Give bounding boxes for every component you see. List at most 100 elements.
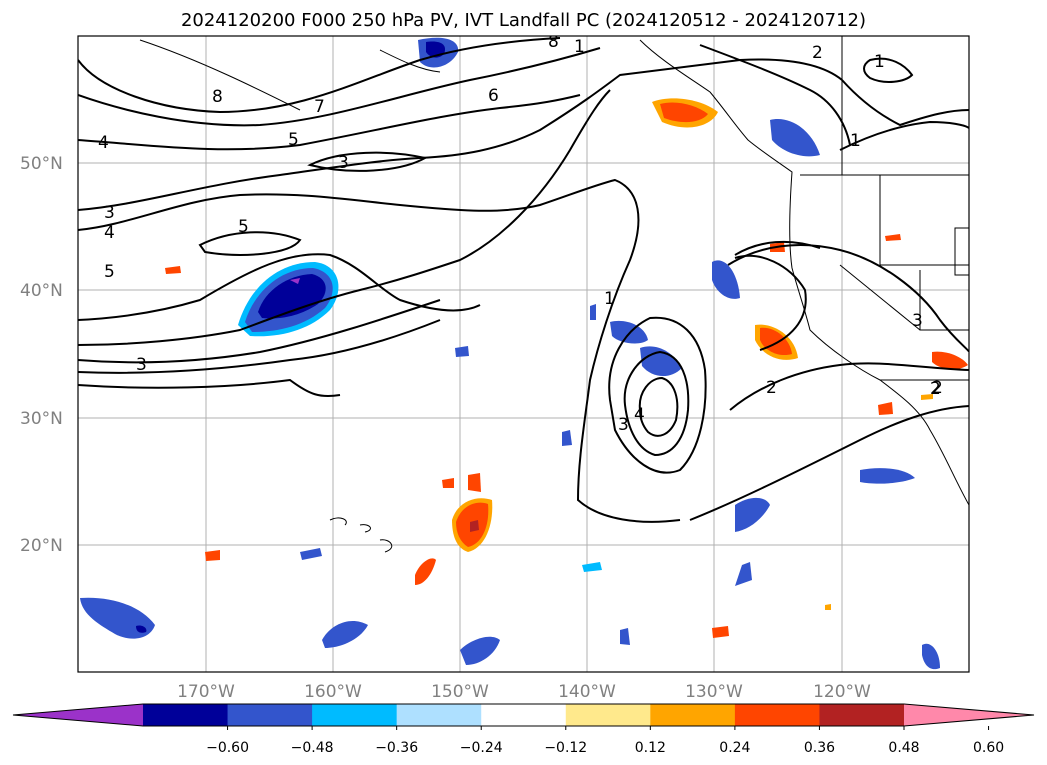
anomaly-patch (455, 346, 469, 357)
anomaly-patch (760, 327, 792, 356)
colorbar-extend-low (13, 704, 143, 726)
colorbar: −0.60 −0.48 −0.36 −0.24 −0.12 0.12 0.24 0.36 0.4… (12, 703, 1035, 756)
contour-label: 4 (98, 133, 109, 153)
colorbar-tick-label: −0.12 (544, 740, 587, 756)
colorbar-tick-label: −0.24 (460, 740, 503, 756)
anomaly-patch (468, 473, 481, 492)
colorbar-tick-label: 0.48 (888, 740, 919, 756)
anomaly-patch (442, 478, 454, 488)
anomaly-patch (460, 636, 500, 665)
contour-label: 1 (574, 37, 585, 57)
anomaly-patch (415, 558, 436, 585)
contour-label: 5 (288, 130, 299, 150)
anomaly-patch (620, 628, 630, 645)
colorbar-outline (12, 703, 1035, 727)
anomaly-patch (322, 620, 368, 648)
anomaly-patch (590, 304, 596, 320)
colorbar-tick-label: 0.60 (973, 740, 1004, 756)
longitude-labels: 170°W 160°W 150°W 140°W 130°W 120°W (177, 682, 871, 702)
contour-label: 1 (604, 289, 615, 309)
colorbar-cell (650, 704, 736, 726)
colorbar-cell (312, 704, 398, 726)
colorbar-tick-label: −0.36 (375, 740, 418, 756)
colorbar-tick-label: 0.24 (719, 740, 750, 756)
anomaly-patch (712, 626, 729, 638)
gridlines (78, 36, 969, 672)
anomaly-patch (921, 394, 933, 400)
contour-label: 3 (912, 311, 923, 331)
contour-label: 7 (314, 97, 325, 117)
lon-label: 130°W (685, 682, 743, 702)
anomaly-patch (932, 351, 968, 370)
contour-label: 2 (930, 379, 941, 399)
contour-label: 4 (634, 405, 645, 425)
contour-label: 3 (618, 415, 629, 435)
contour-label: 2 (812, 43, 823, 63)
anomaly-patch (885, 234, 901, 241)
contour-label: 4 (104, 223, 115, 243)
contour-label: 1 (874, 52, 885, 72)
colorbar-tick-label: −0.60 (206, 740, 249, 756)
anomaly-patch (660, 102, 708, 123)
lon-label: 140°W (558, 682, 616, 702)
contour-labels: 8 7 6 5 4 3 3 4 5 5 3 2 1 1 2 1 8 1 4 3 … (98, 32, 943, 435)
colorbar-cell (143, 704, 229, 726)
colorbar-cell (227, 704, 313, 726)
colorbar-tick-label: 0.12 (635, 740, 666, 756)
anomaly-patch (290, 278, 300, 284)
colorbar-cell (565, 704, 651, 726)
anomaly-patch (470, 520, 479, 532)
contour-label: 2 (932, 378, 943, 398)
anomaly-patch (610, 320, 648, 344)
pv-contours (78, 37, 969, 523)
anomaly-patch (582, 562, 602, 572)
lon-label: 150°W (431, 682, 489, 702)
map-area: 8 7 6 5 4 3 3 4 5 5 3 2 1 1 2 1 8 1 4 3 … (78, 32, 969, 672)
lon-label: 170°W (177, 682, 235, 702)
anomaly-patch (825, 604, 831, 610)
anomaly-patch (860, 468, 915, 484)
colorbar-cell (819, 704, 905, 726)
lat-label: 40°N (20, 281, 63, 301)
lon-label: 120°W (813, 682, 871, 702)
anomaly-patch (922, 643, 940, 670)
anomaly-patch (300, 548, 322, 560)
anomaly-patch (80, 597, 155, 639)
contour-label: 5 (238, 217, 249, 237)
colorbar-cell (396, 704, 482, 726)
negative-anomaly-patches (80, 37, 940, 670)
latitude-labels: 50°N 40°N 30°N 20°N (20, 154, 63, 556)
anomaly-patch (735, 497, 770, 532)
contour-label: 1 (850, 131, 861, 151)
map-title: 2024120200 F000 250 hPa PV, IVT Landfall… (180, 10, 867, 31)
anomaly-patch (136, 625, 147, 633)
contour-label: 8 (212, 87, 223, 107)
anomaly-patch (205, 550, 220, 561)
anomaly-patch (165, 266, 181, 274)
lat-label: 20°N (20, 536, 63, 556)
lat-label: 30°N (20, 409, 63, 429)
contour-label: 8 (548, 32, 559, 52)
lon-label: 160°W (304, 682, 362, 702)
contour-label: 3 (104, 203, 115, 223)
colorbar-cell (734, 704, 820, 726)
anomaly-patch (770, 119, 820, 157)
contour-label: 3 (338, 153, 349, 173)
anomaly-patch (562, 430, 572, 446)
anomaly-patch (878, 402, 893, 415)
contour-label: 6 (488, 86, 499, 106)
map-frame (77, 35, 970, 673)
anomaly-patch (712, 260, 740, 299)
colorbar-tick-label: −0.48 (291, 740, 334, 756)
contour-label: 2 (766, 378, 777, 398)
colorbar-tick-label: 0.36 (804, 740, 835, 756)
contour-label: 3 (136, 355, 147, 375)
colorbar-ticks: −0.60 −0.48 −0.36 −0.24 −0.12 0.12 0.24 0.36 0.4… (206, 726, 1004, 756)
colorbar-extend-high (904, 704, 1034, 726)
coastlines (139, 36, 969, 553)
contour-label: 5 (104, 262, 115, 282)
colorbar-cell (481, 704, 567, 726)
colorbar-cells (13, 704, 1034, 726)
lat-label: 50°N (20, 154, 63, 174)
